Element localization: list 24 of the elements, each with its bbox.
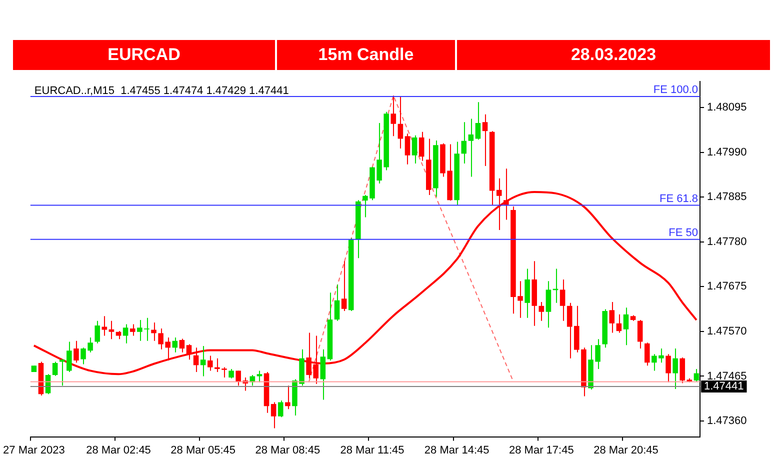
y-tick-label: 1.47780 [707,236,747,248]
x-tick-label: 27 Mar 2023 [3,444,65,456]
y-tick-label: 1.48095 [707,102,747,114]
chart-subtitle: 15m Candle [277,40,457,70]
x-tick-label: 28 Mar 17:45 [509,444,574,456]
annotation: EURCAD..r,M15 1.47455 1.47474 1.47429 1.47441 [34,85,289,98]
y-tick-label: 1.47885 [707,191,747,204]
ref-line-label: FE 100.0 [653,84,698,96]
y-tick-label: 1.47570 [707,326,747,338]
text: 28.03.2023 [570,44,658,66]
ref-line-label: FE 50 [668,226,698,239]
x-tick-label: 28 Mar 11:45 [340,444,404,456]
y-tick-label: 1.47360 [707,415,747,428]
x-tick-label: 28 Mar 14:45 [424,444,490,456]
x-tick-label: 28 Mar 20:45 [594,444,658,456]
x-tick-label: 28 Mar 02:45 [86,444,151,456]
y-tick-label: 1.47990 [707,146,747,158]
ref-line-label: FE 61.8 [659,192,698,205]
x-tick-label: 28 Mar 05:45 [170,444,236,456]
chart-title: EURCAD [13,40,277,70]
y-tick-label: 1.47465 [707,370,747,382]
y-tick-label: 1.47675 [707,280,747,293]
x-tick-label: 28 Mar 08:45 [255,444,320,456]
ref-line-label: 1.47441 [704,380,744,393]
